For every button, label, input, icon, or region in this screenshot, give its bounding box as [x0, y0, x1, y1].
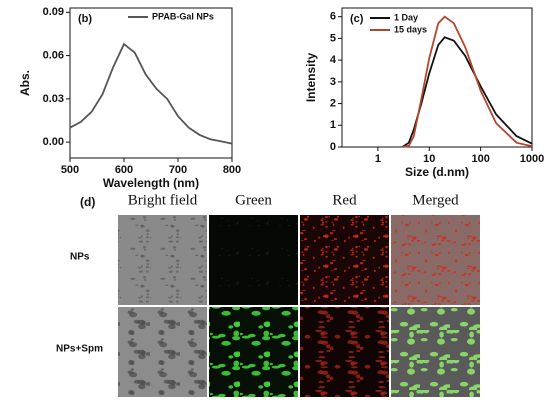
y-tick-label: 2 [330, 97, 336, 109]
column-header: Green [235, 192, 272, 208]
micrograph [118, 215, 207, 305]
y-tick-label: 5 [330, 32, 336, 44]
micrograph [300, 307, 389, 397]
x-axis-label: Wavelength (nm) [103, 176, 199, 190]
data-line [69, 42, 233, 145]
x-tick-label: 100 [471, 153, 489, 165]
x-tick-label: 1000 [520, 153, 544, 165]
micrograph [209, 307, 298, 397]
y-axis-label: Abs. [18, 70, 32, 96]
plot-frame [69, 7, 233, 159]
legend-label: 1 Day [394, 12, 418, 22]
y-axis-label: Intensity [304, 53, 318, 103]
data-line [401, 36, 533, 148]
plot-frame [341, 7, 533, 148]
x-tick-label: 800 [223, 164, 241, 176]
y-tick-label: 3 [330, 76, 336, 88]
column-header: Merged [412, 192, 459, 208]
row-label: NPs [70, 252, 90, 263]
micrograph [391, 215, 480, 305]
y-tick-label: 0.00 [43, 136, 64, 148]
x-tick-label: 500 [61, 164, 79, 176]
panel-label: (b) [78, 13, 92, 25]
y-tick-label: 1 [330, 119, 336, 131]
legend-label: 15 days [394, 24, 427, 34]
y-tick-label: 0.03 [43, 93, 64, 105]
y-tick-label: 4 [330, 54, 337, 66]
panel-label: (d) [80, 195, 95, 209]
column-header: Bright field [128, 192, 198, 208]
data-line [402, 15, 533, 148]
x-tick-label: 600 [115, 164, 133, 176]
y-tick-label: 0 [330, 141, 336, 153]
row-label: NPs+Spm [56, 344, 103, 355]
x-tick-label: 700 [169, 164, 187, 176]
column-header: Red [332, 192, 357, 208]
panel-label: (c) [350, 13, 364, 25]
micrograph [391, 307, 480, 397]
legend-label: PPAB-Gal NPs [152, 11, 214, 21]
y-tick-label: 6 [330, 11, 336, 23]
x-axis-label: Size (d.nm) [405, 165, 469, 179]
y-tick-label: 0.06 [43, 50, 64, 62]
micrograph [209, 215, 298, 305]
micrograph [300, 215, 389, 305]
x-tick-label: 10 [423, 153, 435, 165]
y-tick-label: 0.09 [43, 6, 64, 18]
micrograph [118, 307, 207, 397]
x-tick-label: 1 [375, 153, 381, 165]
